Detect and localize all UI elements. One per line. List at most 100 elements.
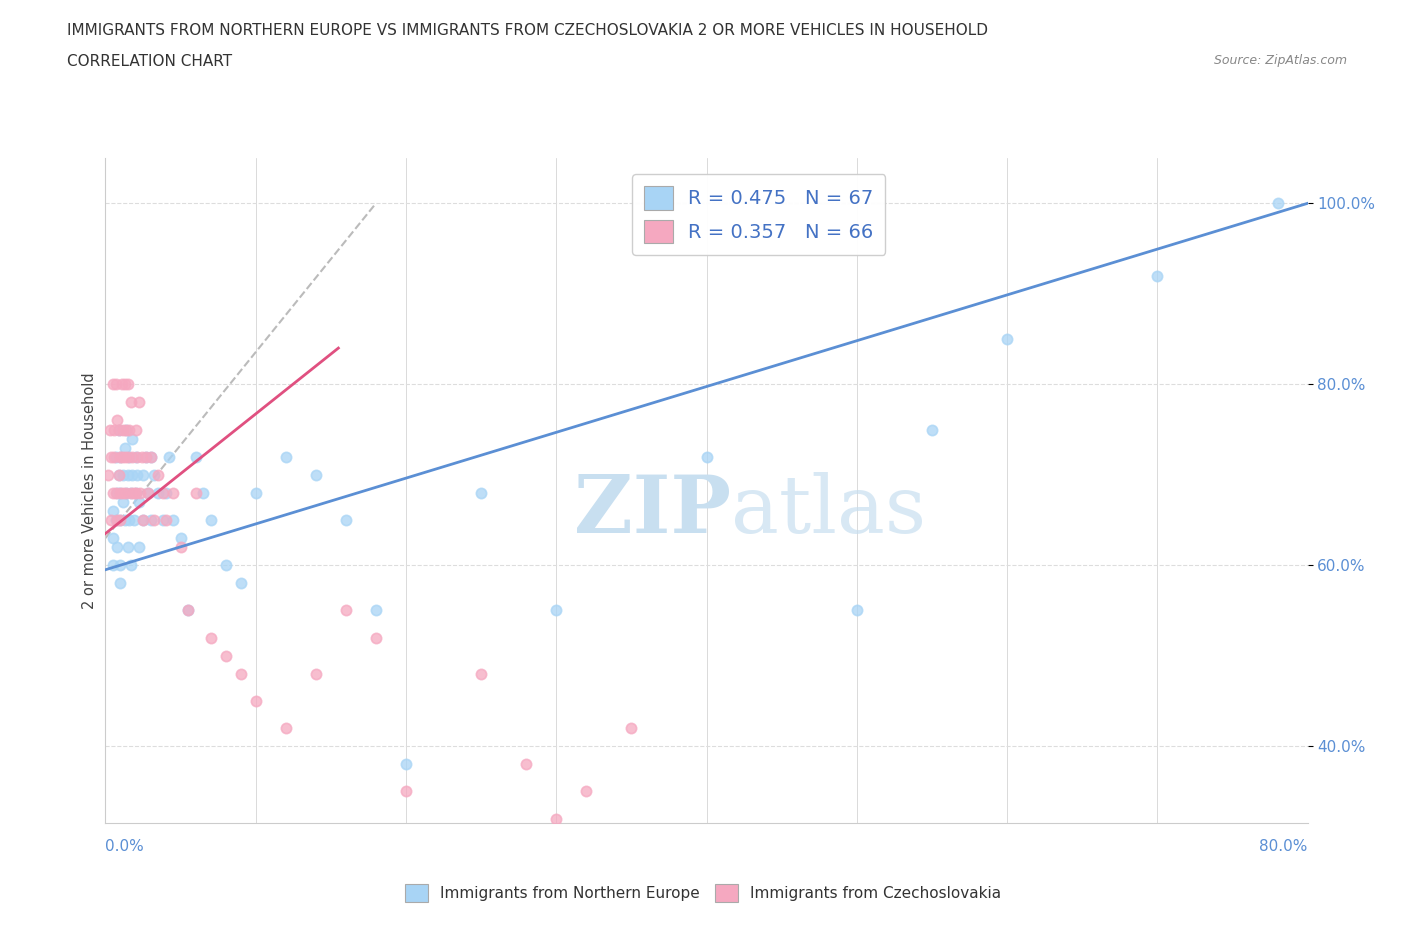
- Point: [98, 422, 121, 437]
- Point: [121, 467, 143, 482]
- Point: [118, 422, 141, 437]
- Point: [110, 576, 132, 591]
- Point: [1267, 196, 1289, 211]
- Point: [110, 485, 132, 500]
- Point: [305, 467, 328, 482]
- Point: [470, 666, 492, 681]
- Point: [117, 377, 139, 392]
- Point: [169, 539, 191, 554]
- Point: [229, 666, 252, 681]
- Point: [110, 558, 132, 573]
- Point: [118, 449, 141, 464]
- Point: [107, 485, 129, 500]
- Point: [184, 485, 207, 500]
- Point: [136, 485, 159, 500]
- Point: [191, 485, 214, 500]
- Point: [305, 666, 328, 681]
- Point: [146, 485, 169, 500]
- Legend: R = 0.475   N = 67, R = 0.357   N = 66: R = 0.475 N = 67, R = 0.357 N = 66: [633, 175, 886, 255]
- Point: [101, 531, 124, 546]
- Point: [110, 449, 132, 464]
- Point: [104, 449, 127, 464]
- Point: [128, 395, 150, 410]
- Point: [103, 422, 125, 437]
- Point: [120, 485, 142, 500]
- Y-axis label: 2 or more Vehicles in Household: 2 or more Vehicles in Household: [82, 372, 97, 609]
- Point: [111, 377, 134, 392]
- Point: [157, 449, 180, 464]
- Point: [120, 558, 142, 573]
- Point: [107, 539, 129, 554]
- Point: [162, 485, 184, 500]
- Point: [152, 512, 174, 527]
- Point: [335, 512, 357, 527]
- Text: CORRELATION CHART: CORRELATION CHART: [67, 54, 232, 69]
- Point: [100, 512, 122, 527]
- Point: [124, 422, 146, 437]
- Point: [546, 811, 568, 826]
- Point: [117, 449, 139, 464]
- Point: [131, 449, 153, 464]
- Point: [112, 495, 135, 510]
- Point: [125, 449, 148, 464]
- Point: [112, 467, 135, 482]
- Point: [124, 449, 146, 464]
- Point: [100, 449, 122, 464]
- Point: [125, 467, 148, 482]
- Point: [101, 503, 124, 518]
- Point: [121, 449, 143, 464]
- Point: [177, 603, 200, 618]
- Point: [136, 485, 159, 500]
- Point: [104, 512, 127, 527]
- Point: [245, 694, 267, 709]
- Point: [124, 485, 146, 500]
- Point: [575, 784, 598, 799]
- Point: [845, 603, 868, 618]
- Point: [115, 422, 138, 437]
- Point: [132, 512, 155, 527]
- Point: [155, 512, 177, 527]
- Point: [152, 485, 174, 500]
- Point: [122, 485, 145, 500]
- Point: [169, 531, 191, 546]
- Point: [117, 467, 139, 482]
- Point: [114, 440, 136, 455]
- Point: [139, 449, 162, 464]
- Point: [112, 485, 135, 500]
- Point: [364, 603, 387, 618]
- Point: [108, 422, 131, 437]
- Text: 80.0%: 80.0%: [1260, 839, 1308, 854]
- Point: [104, 485, 127, 500]
- Legend: Immigrants from Northern Europe, Immigrants from Czechoslovakia: Immigrants from Northern Europe, Immigra…: [399, 878, 1007, 909]
- Point: [101, 558, 124, 573]
- Point: [135, 449, 157, 464]
- Point: [124, 485, 146, 500]
- Point: [229, 576, 252, 591]
- Point: [214, 648, 236, 663]
- Point: [97, 467, 120, 482]
- Point: [364, 631, 387, 645]
- Point: [110, 449, 132, 464]
- Point: [1146, 268, 1168, 283]
- Point: [184, 449, 207, 464]
- Point: [115, 485, 138, 500]
- Point: [108, 422, 131, 437]
- Point: [395, 757, 418, 772]
- Point: [112, 422, 135, 437]
- Point: [135, 449, 157, 464]
- Point: [200, 512, 222, 527]
- Point: [620, 721, 643, 736]
- Point: [696, 449, 718, 464]
- Point: [128, 495, 150, 510]
- Point: [114, 512, 136, 527]
- Point: [214, 558, 236, 573]
- Text: atlas: atlas: [731, 472, 925, 550]
- Point: [103, 449, 125, 464]
- Point: [101, 377, 124, 392]
- Point: [335, 603, 357, 618]
- Point: [108, 467, 131, 482]
- Point: [132, 512, 155, 527]
- Point: [395, 784, 418, 799]
- Point: [110, 512, 132, 527]
- Point: [146, 467, 169, 482]
